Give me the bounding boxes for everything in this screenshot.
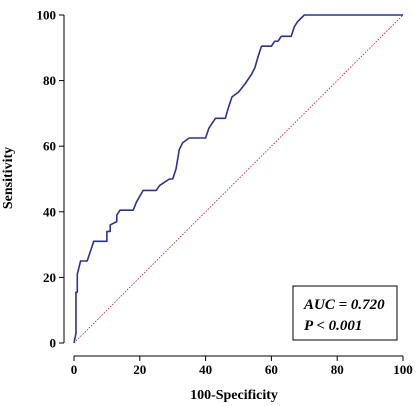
reference-diagonal-line <box>73 14 404 344</box>
y-axis-ticks: 0 20 40 60 80 100 <box>37 8 64 351</box>
y-tick-label: 80 <box>43 73 56 88</box>
annotation-box: AUC = 0.720 P < 0.001 <box>292 285 398 341</box>
x-tick-label: 60 <box>265 362 278 377</box>
y-axis-title: Sensitivity <box>1 147 16 209</box>
x-tick-label: 40 <box>199 362 212 377</box>
x-axis-ticks: 0 20 40 60 80 100 <box>71 356 413 377</box>
x-tick-label: 20 <box>133 362 146 377</box>
p-value-label: P < 0.001 <box>304 318 362 334</box>
y-tick-label: 100 <box>37 8 57 23</box>
roc-curve <box>73 14 403 344</box>
x-tick-label: 0 <box>71 362 78 377</box>
auc-label: AUC = 0.720 <box>303 297 385 313</box>
y-tick-label: 0 <box>50 336 57 351</box>
y-tick-label: 20 <box>43 270 56 285</box>
x-tick-label: 100 <box>393 362 413 377</box>
x-axis-title: 100-Specificity <box>190 388 278 403</box>
y-tick-label: 40 <box>43 204 56 219</box>
y-tick-label: 60 <box>43 139 56 154</box>
x-tick-label: 80 <box>331 362 344 377</box>
